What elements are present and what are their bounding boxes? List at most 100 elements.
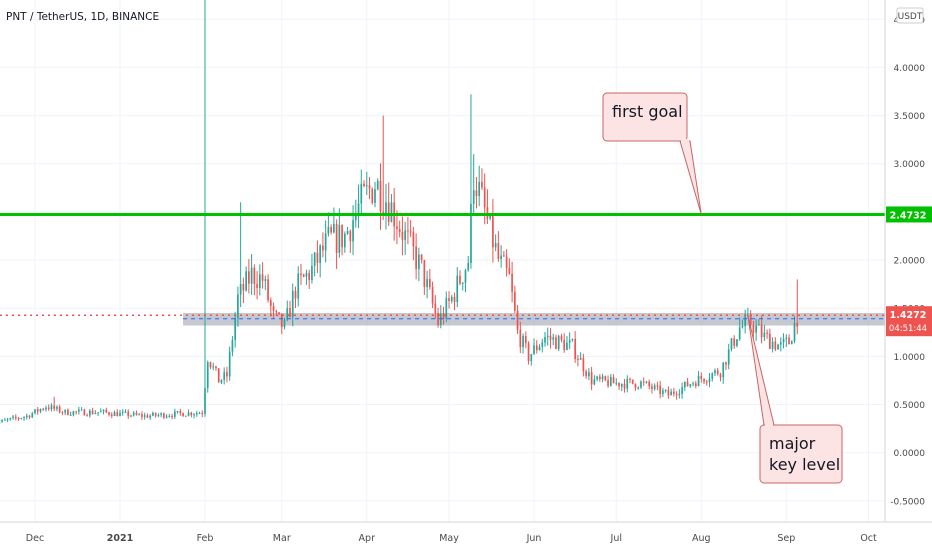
candle-body — [635, 384, 637, 388]
candle-body — [114, 412, 116, 416]
time-tick-label: Aug — [692, 533, 711, 544]
candle-body — [232, 340, 234, 352]
candle-body — [380, 181, 382, 212]
candle-body — [624, 384, 626, 389]
candle-body — [166, 416, 168, 417]
candle-body — [111, 415, 113, 416]
candle-body — [528, 343, 530, 361]
candle-body — [188, 412, 190, 415]
candle-body — [607, 380, 609, 386]
candle-body — [492, 214, 494, 248]
candle-body — [360, 184, 362, 204]
candle-body — [421, 255, 423, 260]
candle-body — [739, 327, 741, 339]
candle-body — [632, 380, 634, 384]
candle-body — [755, 326, 757, 333]
candle-body — [215, 366, 217, 368]
candle-body — [45, 408, 47, 410]
time-tick-label: Feb — [197, 533, 214, 544]
price-tick-label: 0.0000 — [894, 449, 926, 459]
candle-body — [138, 414, 140, 415]
currency-badge[interactable]: USDT — [897, 8, 923, 23]
candle-body — [201, 413, 203, 414]
candle-body — [725, 362, 727, 364]
candle-body — [366, 185, 368, 186]
candle-body — [459, 276, 461, 284]
time-tick-label: 2021 — [107, 533, 133, 544]
candle-body — [536, 345, 538, 350]
candle-body — [572, 339, 574, 340]
candle-body — [550, 336, 552, 340]
candle-body — [171, 416, 173, 417]
candle-body — [133, 413, 135, 416]
candle-body — [26, 416, 28, 417]
price-tick-label: 1.0000 — [894, 353, 926, 363]
candle-body — [791, 341, 793, 344]
candle-body — [720, 374, 722, 377]
candle-body — [503, 255, 505, 256]
candle-body — [306, 273, 308, 277]
candle-body — [221, 380, 223, 383]
candle-body — [75, 411, 77, 412]
candle-body — [530, 354, 532, 361]
candle-body — [742, 326, 744, 327]
candle-body — [199, 413, 201, 414]
candle-body — [286, 308, 288, 319]
candle-body — [292, 291, 294, 317]
candle-body — [402, 232, 404, 240]
candle-body — [687, 382, 689, 386]
horizontal-lines — [0, 214, 885, 318]
candle-body — [59, 407, 61, 413]
candle-body — [758, 324, 760, 325]
candle-body — [629, 379, 631, 380]
candle-body — [105, 410, 107, 412]
candle-body — [665, 390, 667, 391]
candle-body — [262, 274, 264, 281]
candle-body — [7, 419, 9, 420]
candle-body — [303, 275, 305, 277]
countdown-label: 04:51:44 — [889, 324, 927, 334]
candle-body — [243, 284, 245, 291]
candle-body — [780, 342, 782, 344]
candle-body — [273, 306, 275, 311]
annotation-callout: first goal — [603, 93, 701, 214]
candle-body — [668, 390, 670, 395]
callout-pointer — [680, 141, 701, 214]
candle-body — [429, 279, 431, 287]
candle-body — [229, 352, 231, 377]
candle-body — [443, 313, 445, 318]
candle-body — [62, 412, 64, 413]
candle-body — [703, 379, 705, 382]
candle-body — [385, 202, 387, 213]
candle-body — [777, 345, 779, 350]
candle-body — [717, 370, 719, 374]
candle-body — [558, 336, 560, 349]
candle-body — [42, 409, 44, 410]
candle-body — [783, 339, 785, 342]
candle-body — [130, 415, 132, 416]
candle-body — [349, 231, 351, 241]
candle-body — [212, 366, 214, 367]
candle-body — [297, 274, 299, 299]
candle-body — [86, 415, 88, 416]
candle-body — [561, 336, 563, 340]
currency-badge-label: USDT — [898, 12, 923, 22]
candle-body — [330, 227, 332, 233]
candle-body — [267, 279, 269, 300]
price-tick-label: 4.0000 — [894, 64, 926, 74]
candle-body — [418, 255, 420, 269]
candle-body — [618, 383, 620, 387]
candle-body — [588, 372, 590, 376]
candle-body — [218, 368, 220, 382]
time-tick-label: Jun — [526, 533, 542, 544]
candle-body — [51, 405, 53, 409]
candle-body — [646, 382, 648, 383]
candle-body — [158, 415, 160, 416]
price-tick-label: 0.5000 — [894, 401, 926, 411]
candle-body — [147, 415, 149, 417]
candle-body — [344, 234, 346, 247]
price-axis[interactable]: 4.50004.00003.50003.00002.50002.00001.50… — [885, 0, 932, 522]
